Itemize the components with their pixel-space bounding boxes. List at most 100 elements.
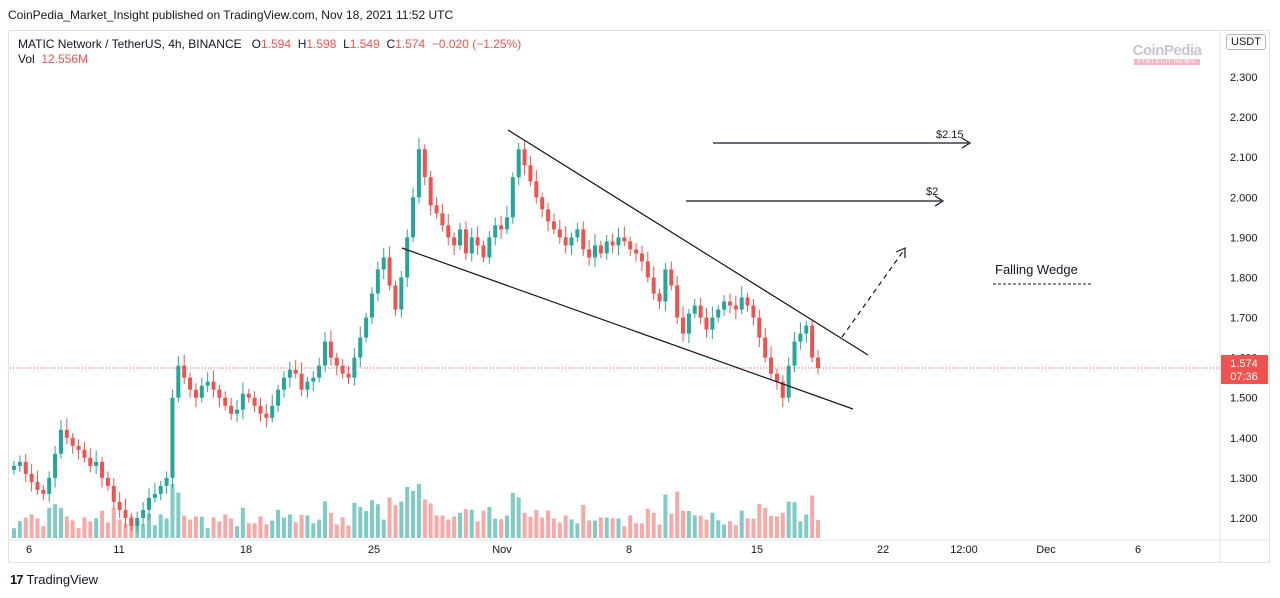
candle-body — [446, 225, 451, 238]
candle-body — [692, 305, 697, 314]
volume-label: Vol — [18, 52, 35, 66]
price-badge-price: 1.574 — [1230, 358, 1258, 370]
candle-body — [575, 229, 580, 238]
candle-body — [299, 373, 304, 390]
volume-bar — [76, 528, 81, 538]
y-tick-label: 1.500 — [1230, 393, 1258, 405]
candle-body — [733, 305, 738, 310]
volume-bar — [29, 514, 34, 538]
volume-bar — [240, 507, 245, 538]
candle-body — [100, 461, 105, 478]
volume-bar — [587, 520, 592, 538]
falling-wedge-label: Falling Wedge — [995, 262, 1078, 277]
volume-bar — [111, 507, 116, 538]
volume-bar — [434, 515, 439, 538]
candle-body — [240, 393, 245, 410]
volume-bar — [352, 503, 357, 538]
candle-body — [557, 229, 562, 238]
open-label: O — [251, 37, 261, 51]
x-tick-label: Nov — [492, 544, 512, 556]
volume-bar — [769, 515, 774, 538]
volume-bar — [293, 522, 298, 538]
candle-body — [358, 337, 363, 358]
candle-body — [317, 365, 322, 378]
candle-body — [663, 269, 668, 302]
volume-bar — [774, 516, 779, 538]
footer-brand: TradingView — [26, 572, 99, 587]
x-tick-label: 15 — [751, 544, 763, 556]
candle-body — [469, 237, 474, 254]
volume-bar — [581, 505, 586, 538]
candle-body — [516, 149, 521, 178]
volume-bar — [727, 521, 732, 538]
volume-bar — [634, 523, 639, 538]
candle-body — [540, 197, 545, 210]
volume-bar — [757, 504, 762, 538]
candle-body — [340, 365, 345, 374]
candle-body — [816, 357, 820, 369]
candle-body — [651, 277, 656, 294]
candle-body — [94, 461, 99, 466]
candle-body — [211, 381, 216, 390]
candle-body — [563, 237, 568, 246]
volume-bar — [70, 520, 75, 538]
y-tick-label: 1.200 — [1230, 513, 1258, 525]
open-value: 1.594 — [260, 37, 292, 51]
candle-body — [70, 437, 75, 446]
volume-bar — [704, 519, 709, 538]
candle-body — [534, 181, 539, 198]
price-badge — [1221, 355, 1268, 384]
volume-bar — [53, 504, 58, 538]
volume-bar — [305, 515, 310, 538]
candle-body — [334, 357, 339, 366]
volume-bar — [446, 519, 451, 538]
candle-body — [387, 257, 392, 286]
volume-bar — [117, 519, 122, 538]
candle-body — [751, 305, 756, 318]
candle-body — [264, 413, 269, 418]
candle-body — [281, 377, 286, 390]
volume-bar — [645, 508, 650, 538]
time-axis: 6 11 18 25 Nov 8 15 22 12:00 Dec 6 — [26, 544, 1141, 556]
support-line — [401, 247, 854, 410]
candle-body — [675, 285, 680, 318]
volume-bar — [88, 521, 93, 538]
candle-body — [188, 377, 193, 390]
candles — [12, 137, 820, 533]
volume-bar — [105, 522, 110, 538]
volume-bar — [780, 512, 785, 538]
candle-body — [798, 333, 803, 342]
currency-button[interactable]: USDT — [1226, 34, 1266, 50]
label-2: $2 — [926, 186, 938, 198]
volume-value: 12.556M — [41, 52, 89, 66]
volume-bar — [164, 518, 169, 538]
candle-body — [581, 229, 586, 250]
chart-frame — [8, 30, 1270, 563]
candle-body — [628, 241, 633, 250]
candle-body — [551, 221, 556, 230]
candle-body — [504, 217, 509, 230]
volume-bar — [188, 519, 193, 538]
candle-body — [381, 257, 386, 270]
volume-bar — [739, 510, 744, 538]
candle-body — [739, 297, 744, 310]
candle-body — [47, 477, 52, 494]
candle-body — [246, 393, 251, 398]
candle-body — [757, 317, 762, 338]
candle-body — [792, 341, 797, 366]
x-tick-label: Dec — [1036, 544, 1056, 556]
candle-body — [458, 229, 463, 246]
volume-bar — [323, 501, 328, 538]
volume-bar — [393, 505, 398, 538]
candle-body — [810, 325, 815, 358]
volume-bar — [252, 523, 257, 538]
candle-body — [258, 405, 263, 414]
volume-bar — [622, 526, 627, 538]
volume-bar — [463, 509, 468, 538]
volume-bar — [639, 523, 644, 538]
candle-body — [434, 205, 439, 214]
candle-body — [170, 397, 175, 478]
candle-body — [76, 445, 81, 450]
volume-bar — [534, 509, 539, 538]
